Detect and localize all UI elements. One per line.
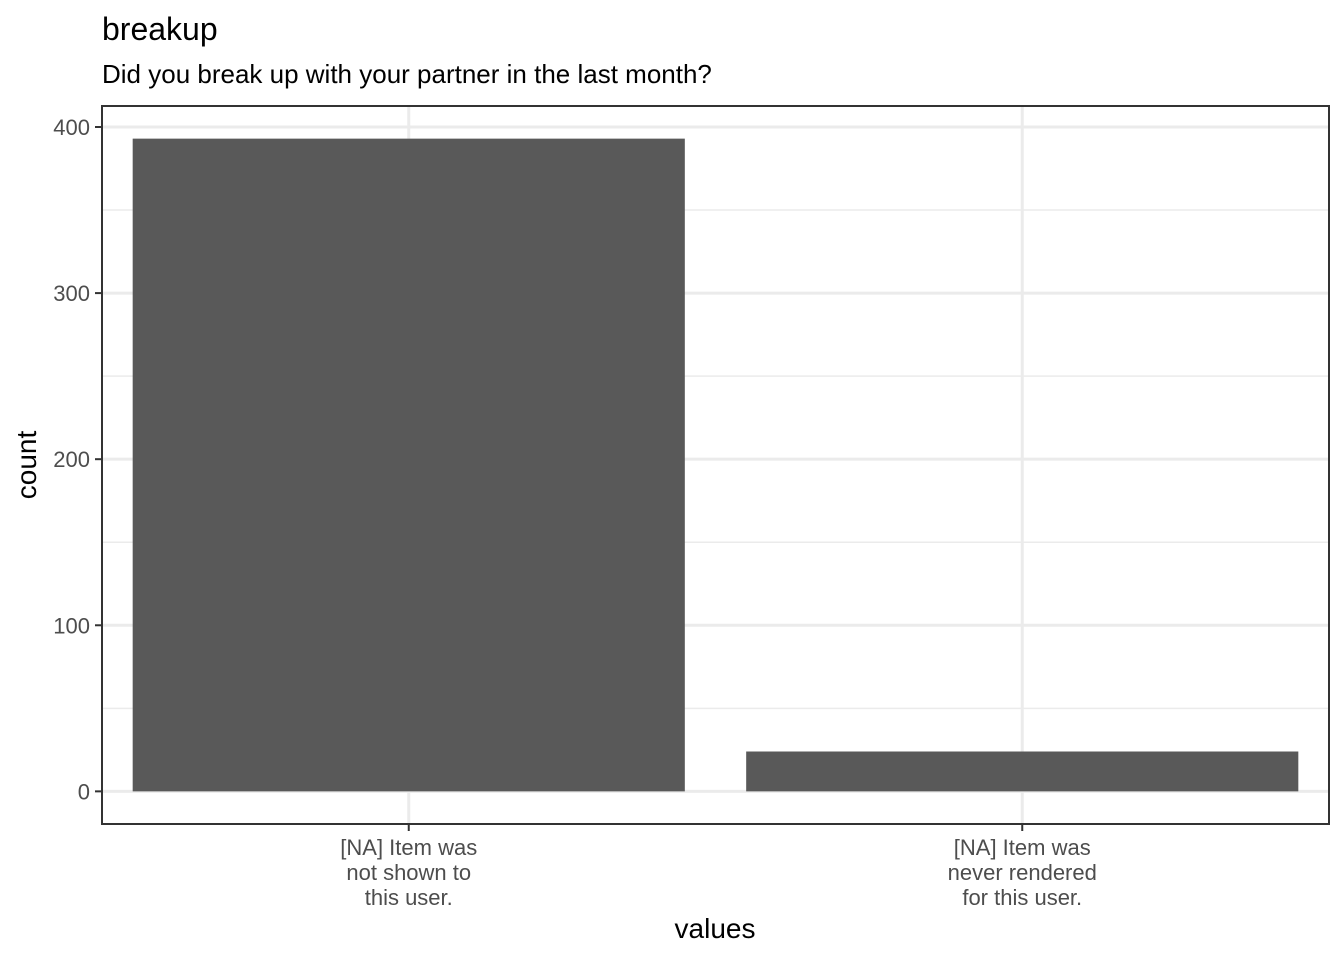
bar (132, 138, 685, 792)
x-tick-label-line: [NA] Item was (340, 835, 477, 860)
bar (746, 751, 1299, 792)
y-axis-title: count (11, 431, 42, 500)
y-tick-label: 100 (53, 613, 90, 638)
y-tick-label: 0 (78, 779, 90, 804)
y-tick-label: 400 (53, 115, 90, 140)
x-tick-label-line: never rendered (948, 860, 1097, 885)
x-tick-label: [NA] Item was not shown to this user. (340, 835, 477, 910)
x-tick-label-line: for this user. (962, 885, 1082, 910)
x-tick-label-line: [NA] Item was (954, 835, 1091, 860)
bars (132, 138, 1299, 792)
y-tick-label: 200 (53, 447, 90, 472)
x-axis-title: values (675, 913, 756, 944)
x-tick-label-line: not shown to (346, 860, 471, 885)
panel-border (101, 105, 1330, 825)
chart-subtitle: Did you break up with your partner in th… (102, 59, 712, 89)
x-tick-label: [NA] Item was never rendered for this user… (948, 835, 1097, 910)
y-tick-label: 300 (53, 281, 90, 306)
plot-panel (101, 105, 1330, 825)
x-axis: [NA] Item was not shown to this user.[NA] … (340, 824, 1097, 910)
y-axis: 0 100 200 300 400 (53, 115, 102, 804)
x-tick-label-line: this user. (365, 885, 453, 910)
chart-title: breakup (102, 11, 218, 47)
